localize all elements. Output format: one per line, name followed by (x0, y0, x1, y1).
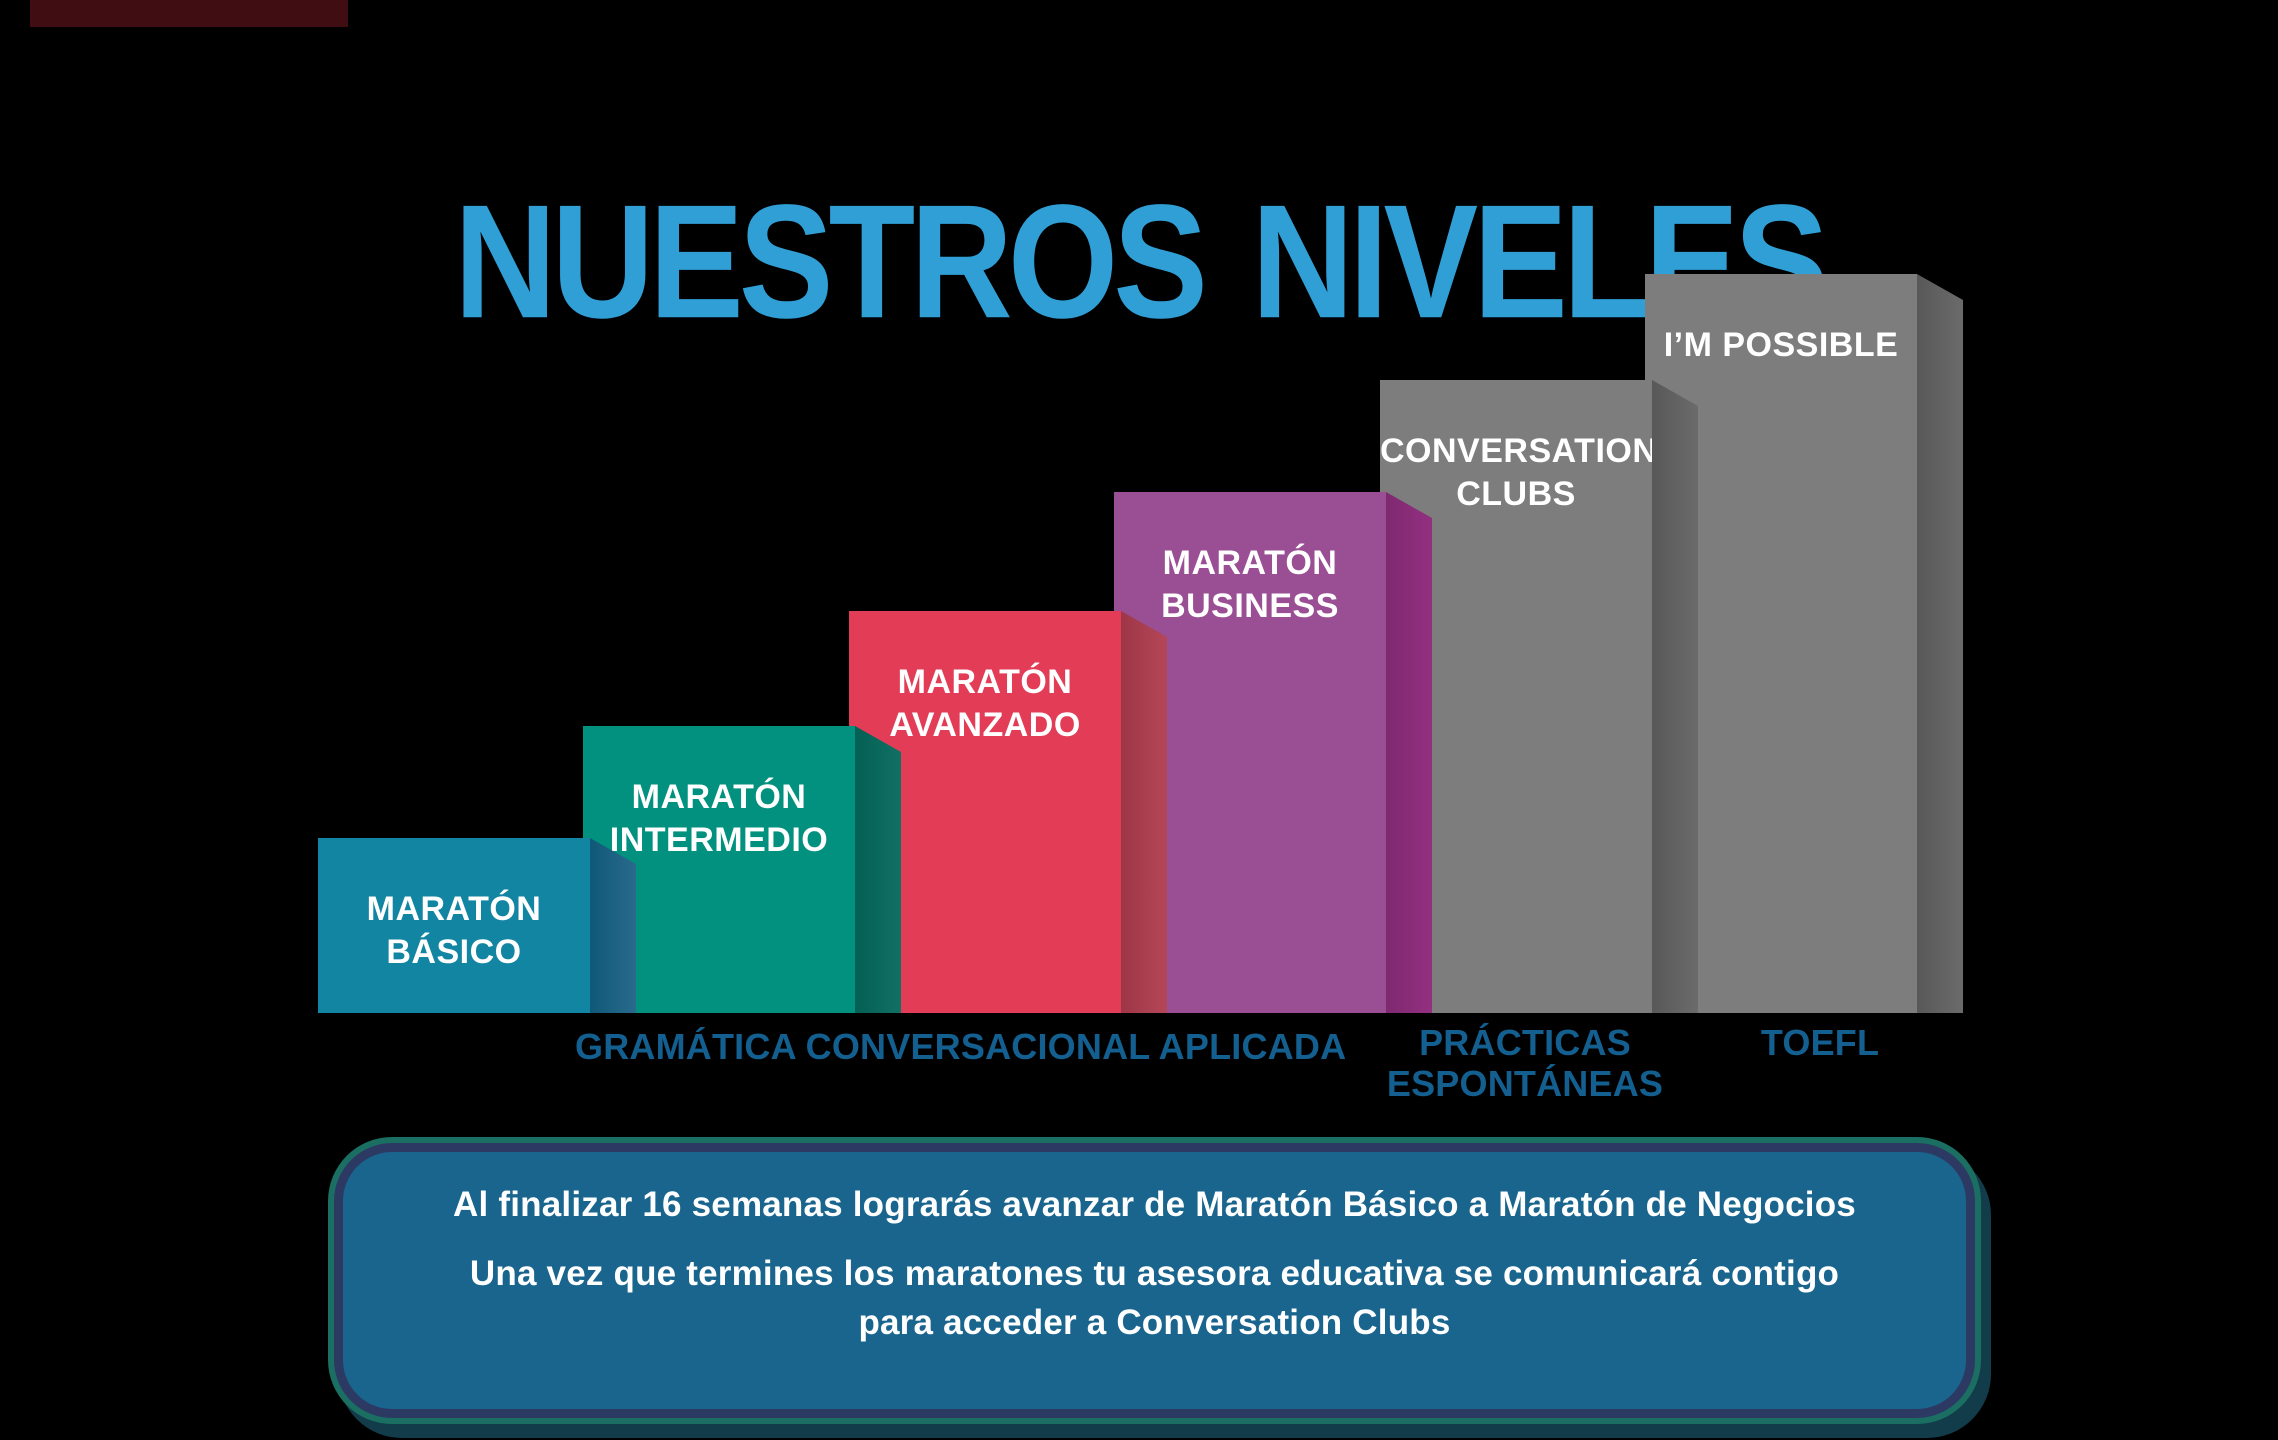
bar-label-line: MARATÓN (1162, 544, 1338, 582)
bar-label: CONVERSATION CLUBS (1380, 380, 1658, 516)
bar-label: MARATÓN BUSINESS (1114, 492, 1386, 628)
info-box-line-3: para acceder a Conversation Clubs (858, 1303, 1451, 1342)
bar-label-line: AVANZADO (889, 706, 1081, 744)
group-label-line: ESPONTÁNEAS (1386, 1063, 1664, 1104)
bar-side-face (855, 726, 901, 1013)
bar-label-line: MARATÓN (631, 778, 807, 816)
bar-label: MARATÓN AVANZADO (849, 611, 1121, 747)
bar-side-face (1917, 274, 1963, 1013)
group-label-practicas-espontaneas: PRÁCTICAS ESPONTÁNEAS (1385, 1022, 1665, 1104)
bar-side-face (1386, 492, 1432, 1013)
bar-side-face (1121, 611, 1167, 1013)
bar-label-line: BÁSICO (386, 933, 522, 971)
bar-label-line: BUSINESS (1161, 587, 1339, 625)
bar-label-line: CLUBS (1456, 475, 1576, 513)
page-title: NUESTROS NIVELES (453, 171, 1829, 353)
group-label-toefl: TOEFL (1760, 1022, 1880, 1063)
bar-label-line: CONVERSATION (1380, 432, 1658, 470)
group-label-gramatica-conversacional-aplicada: GRAMÁTICA CONVERSACIONAL APLICADA (575, 1026, 1347, 1067)
bar-front-face: MARATÓN BÁSICO (318, 838, 590, 1013)
bar-side-face (590, 838, 636, 1013)
info-box-line-1: Al finalizar 16 semanas lograrás avanzar… (453, 1185, 1856, 1224)
group-label-line: PRÁCTICAS (1419, 1022, 1631, 1063)
bar-label: MARATÓN BÁSICO (318, 838, 590, 974)
bar-label-line: MARATÓN (366, 890, 542, 928)
bar-label-line: INTERMEDIO (609, 821, 829, 859)
top-left-strip (30, 0, 348, 27)
bar-label-line: I’M POSSIBLE (1663, 326, 1899, 364)
info-box: Al finalizar 16 semanas lograrás avanzar… (334, 1143, 1975, 1418)
bar-label-line: MARATÓN (897, 663, 1073, 701)
bar-label: I’M POSSIBLE (1645, 274, 1917, 367)
info-box-line-2: Una vez que termines los maratones tu as… (469, 1254, 1840, 1293)
bar-marat-n-b-sico: MARATÓN BÁSICO (318, 838, 636, 1013)
bar-label: MARATÓN INTERMEDIO (583, 726, 855, 862)
bar-side-face (1652, 380, 1698, 1013)
